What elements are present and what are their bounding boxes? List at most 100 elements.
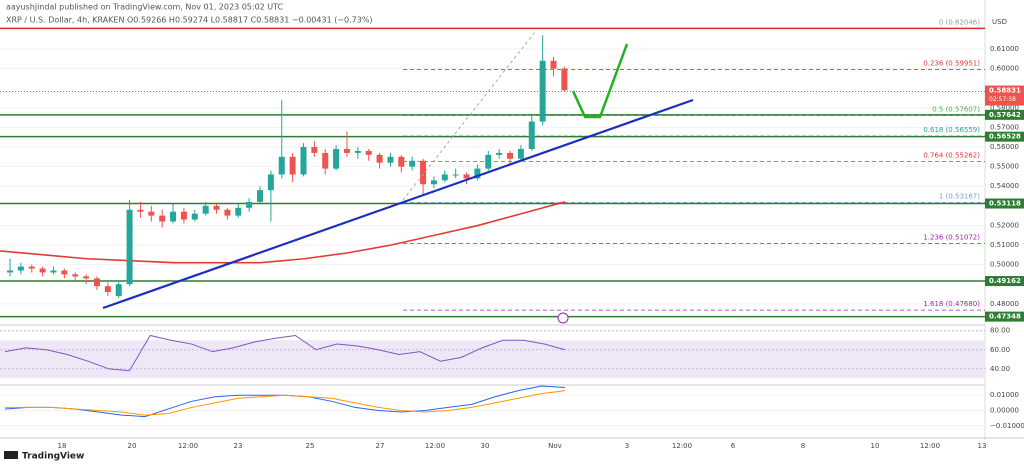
- candle-body: [343, 148, 350, 153]
- y-tick-label: 0.55000: [990, 163, 1019, 171]
- event-icon: [557, 312, 569, 324]
- x-tick-label: 18: [58, 442, 67, 450]
- x-tick-label: 8: [801, 442, 805, 450]
- x-tick-label: Nov: [548, 442, 562, 450]
- fib-label: 1.618 (0.47680): [923, 300, 980, 308]
- candle-body: [137, 209, 144, 212]
- candle-body: [485, 154, 492, 169]
- candle-body: [61, 270, 68, 275]
- trend-line: [102, 98, 694, 310]
- candle-body: [387, 156, 394, 163]
- candle-body: [224, 209, 231, 216]
- logo: [4, 451, 18, 459]
- price-tag: [985, 311, 1024, 322]
- candle-body: [159, 215, 166, 222]
- candle-body: [365, 150, 372, 155]
- candle-body: [463, 174, 470, 179]
- rsi-tick-label: 60.00: [990, 346, 1010, 354]
- candle-body: [104, 286, 111, 293]
- y-tick-label: 0.56000: [990, 143, 1019, 151]
- candle-body: [528, 121, 535, 149]
- candle-body: [452, 174, 459, 176]
- projection-arrow: [571, 43, 629, 119]
- plot: 0 (0.62046) 0.236 (0.59951) 0.5 (0.57607) 0…: [0, 19, 985, 427]
- rsi-tick-label: 80.00: [990, 327, 1010, 335]
- x-tick-label: 12:00: [178, 442, 198, 450]
- fib-label: 0.5 (0.57607): [932, 106, 980, 114]
- x-tick-label: 3: [625, 442, 629, 450]
- candle-body: [539, 60, 546, 122]
- candle-body: [170, 211, 177, 222]
- currency: USD: [992, 18, 1007, 26]
- x-tick-label: 13: [978, 442, 987, 450]
- macd-tick-label: −0.01000: [990, 422, 1024, 430]
- candle-body: [507, 152, 514, 159]
- rsi-tick-label: 40.00: [990, 365, 1010, 373]
- candle-body: [83, 276, 90, 279]
- candle-body: [17, 266, 24, 271]
- last-price-label: 0.58831: [989, 87, 1021, 95]
- x-tick-label: 23: [234, 442, 243, 450]
- price-tag-label: 0.49162: [989, 277, 1021, 285]
- rsi-line: [4, 334, 566, 372]
- price-tag: [985, 276, 1024, 287]
- candle-body: [409, 160, 416, 167]
- candle-body: [300, 147, 307, 175]
- y-tick-label: 0.60000: [990, 65, 1019, 73]
- x-tick-label: 10: [871, 442, 880, 450]
- candle-body: [202, 205, 209, 214]
- candle-body: [289, 156, 296, 175]
- candle-body: [246, 201, 253, 208]
- candle-body: [126, 209, 133, 285]
- candle-body: [28, 266, 35, 269]
- candle-body: [267, 174, 274, 191]
- candle-body: [550, 60, 557, 69]
- price-tag: [985, 198, 1024, 209]
- candle-body: [376, 154, 383, 163]
- candle-body: [213, 205, 220, 210]
- candle-body: [93, 278, 100, 287]
- fib-label: 0.236 (0.59951): [923, 60, 980, 68]
- y-tick-label: 0.54000: [990, 182, 1019, 190]
- y-tick-label: 0.48000: [990, 300, 1019, 308]
- candle-body: [191, 213, 198, 220]
- fib-label: 0 (0.62046): [939, 19, 980, 27]
- fib-label: 1 (0.53167): [939, 193, 980, 201]
- price-tag: [985, 109, 1024, 120]
- x-tick-label: 25: [306, 442, 315, 450]
- fib-label: 1.236 (0.51072): [923, 234, 980, 242]
- macd-tick-label: 0.01000: [990, 391, 1019, 399]
- candle-body: [72, 274, 79, 277]
- x-tick-label: 12:00: [672, 442, 692, 450]
- candle-body: [115, 284, 122, 296]
- x-tick-label: 12:00: [920, 442, 940, 450]
- x-tick-label: 12:00: [425, 442, 445, 450]
- x-tick-label: 30: [481, 442, 490, 450]
- candle-body: [474, 168, 481, 179]
- symbol-line: XRP / U.S. Dollar, 4h, KRAKEN O0.59266 H…: [6, 16, 373, 25]
- candle-body: [235, 207, 242, 216]
- macd-tick-label: 0.00000: [990, 406, 1019, 414]
- candle-body: [354, 150, 361, 153]
- candle-body: [398, 156, 405, 167]
- x-tick-label: 27: [376, 442, 385, 450]
- price-tag-label: 0.57642: [989, 111, 1021, 119]
- y-tick-label: 0.50000: [990, 261, 1019, 269]
- candle-body: [496, 152, 503, 155]
- macd-line: [5, 390, 566, 416]
- brand: TradingView: [22, 452, 84, 462]
- last-price-tag: [985, 85, 1024, 106]
- candle-body: [420, 160, 427, 185]
- author-line: aayushjindal published on TradingView.co…: [6, 3, 284, 12]
- candle-body: [39, 268, 46, 273]
- y-tick-label: 0.51000: [990, 241, 1019, 249]
- candle-body: [7, 270, 13, 273]
- candle-body: [148, 211, 155, 216]
- y-tick-label: 0.58000: [990, 104, 1019, 112]
- candle-body: [430, 180, 437, 185]
- candle-body: [278, 156, 285, 175]
- candle-body: [257, 190, 264, 202]
- candle-body: [50, 270, 57, 273]
